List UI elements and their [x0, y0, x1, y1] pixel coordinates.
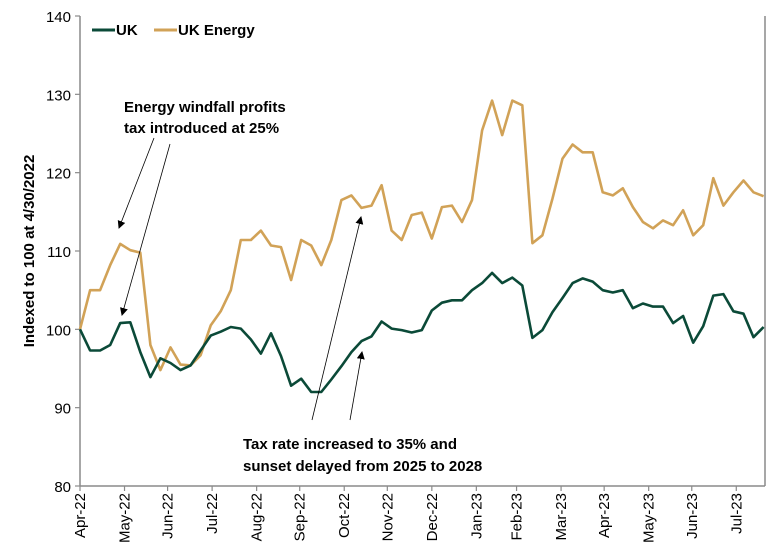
y-tick-label: 110	[47, 244, 71, 261]
y-tick-label: 130	[46, 87, 71, 104]
x-tick-label: Oct-22	[336, 493, 353, 538]
series-line-uk	[78, 271, 765, 394]
y-tick-label: 120	[46, 166, 71, 183]
x-tick-label: Sep-22	[292, 493, 309, 541]
y-axis: 80 90 100 110 120 130 140	[46, 9, 81, 496]
annotation-arrow	[311, 216, 364, 421]
x-axis: Apr-22 May-22 Jun-22 Jul-22 Aug-22 Sep-22 Oct-…	[72, 485, 765, 543]
x-tick-label: Nov-22	[379, 493, 396, 541]
x-tick-label: Aug-22	[249, 493, 266, 541]
annotation-tax-increase: Tax rate increased to 35% and sunset del…	[243, 216, 482, 475]
legend: UK UK Energy	[92, 22, 255, 39]
y-tick-label: 140	[46, 9, 71, 26]
annotation-tax-line1: Tax rate increased to 35% and	[243, 436, 457, 453]
x-tick-label: Jun-22	[160, 493, 177, 539]
x-tick-label: Jul-23	[728, 493, 745, 534]
x-tick-label: Jan-23	[468, 493, 485, 539]
annotation-arrow	[120, 143, 171, 316]
legend-label-uk-energy: UK Energy	[178, 22, 255, 39]
annotation-windfall-line1: Energy windfall profits	[124, 99, 286, 116]
annotation-windfall-line2: tax introduced at 25%	[124, 120, 279, 137]
x-tick-label: Apr-22	[72, 493, 89, 538]
x-tick-label: Mar-23	[553, 493, 570, 541]
y-tick-label: 80	[54, 479, 71, 496]
y-axis-title: Indexed to 100 at 4/30/2022	[21, 155, 38, 348]
x-tick-label: Apr-23	[596, 493, 613, 538]
y-tick-label: 100	[46, 322, 71, 339]
legend-label-uk: UK	[116, 22, 138, 39]
y-tick-label: 90	[54, 401, 71, 418]
x-tick-label: Feb-23	[509, 493, 526, 541]
x-tick-label: Jun-23	[684, 493, 701, 539]
annotation-windfall-tax: Energy windfall profits tax introduced a…	[117, 99, 286, 316]
x-tick-label: Dec-22	[424, 493, 441, 541]
x-tick-label: Jul-22	[204, 493, 221, 534]
series-group	[78, 99, 765, 394]
annotation-arrow	[117, 137, 155, 229]
annotation-arrow	[349, 351, 365, 421]
x-tick-label: May-22	[117, 493, 134, 543]
x-tick-label: May-23	[641, 493, 658, 543]
annotation-tax-line2: sunset delayed from 2025 to 2028	[243, 458, 482, 475]
